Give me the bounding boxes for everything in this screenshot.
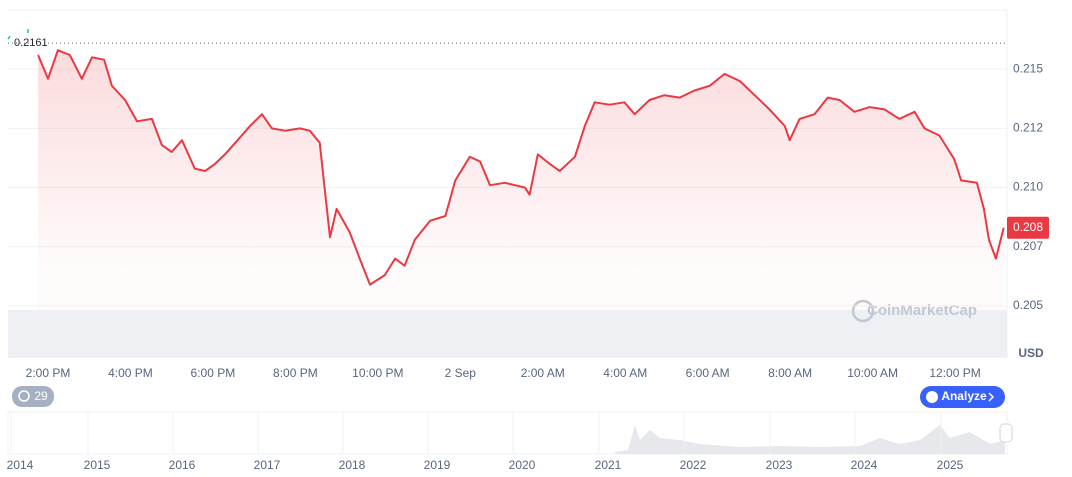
x-tick-label: 2 Sep <box>445 366 477 380</box>
navigator-year: 2020 <box>509 458 536 472</box>
navigator-year: 2025 <box>937 458 964 472</box>
x-tick-label: 10:00 PM <box>352 366 403 380</box>
y-tick-label: 0.212 <box>1013 121 1043 135</box>
analyze-label: Analyze <box>941 389 987 403</box>
navigator-year: 2017 <box>254 458 281 472</box>
x-tick-label: 8:00 PM <box>273 366 318 380</box>
volume-band <box>8 310 1007 358</box>
navigator-handle[interactable] <box>999 423 1013 443</box>
analyze-button[interactable] <box>920 386 1005 408</box>
reference-label: 0.2161 <box>14 37 48 49</box>
start-marker <box>7 29 29 40</box>
navigator-year: 2024 <box>851 458 878 472</box>
navigator-year: 2015 <box>84 458 111 472</box>
navigator-sparkline <box>615 425 1005 454</box>
y-tick-label: 0.205 <box>1013 298 1043 312</box>
navigator-year: 2014 <box>7 458 34 472</box>
x-tick-label: 2:00 PM <box>26 366 71 380</box>
navigator-year: 2023 <box>766 458 793 472</box>
x-tick-label: 4:00 AM <box>603 366 647 380</box>
x-tick-label: 6:00 AM <box>686 366 730 380</box>
x-tick-label: 12:00 PM <box>929 366 980 380</box>
price-line <box>37 49 1005 286</box>
x-tick-label: 4:00 PM <box>108 366 153 380</box>
x-tick-label: 8:00 AM <box>768 366 812 380</box>
y-tick-label: 0.210 <box>1013 180 1043 194</box>
last-price-label: 0.208 <box>1013 220 1043 234</box>
y-unit: USD <box>1018 346 1044 360</box>
analyze-arrow <box>988 392 995 402</box>
last-price-badge <box>1007 216 1049 239</box>
x-tick-label: 6:00 PM <box>191 366 236 380</box>
area <box>38 50 1004 310</box>
badge-label: 29 <box>34 389 48 403</box>
y-tick-label: 0.207 <box>1013 239 1043 253</box>
navigator-year: 2019 <box>424 458 451 472</box>
navigator-year: 2022 <box>680 458 707 472</box>
badge-icon <box>18 390 30 402</box>
y-tick-label: 0.215 <box>1013 61 1043 75</box>
navigator-year: 2018 <box>339 458 366 472</box>
x-tick-label: 2:00 AM <box>521 366 565 380</box>
x-tick-label: 10:00 AM <box>847 366 898 380</box>
analyze-icon <box>926 391 938 403</box>
navigator-year: 2016 <box>169 458 196 472</box>
navigator-year: 2021 <box>595 458 622 472</box>
